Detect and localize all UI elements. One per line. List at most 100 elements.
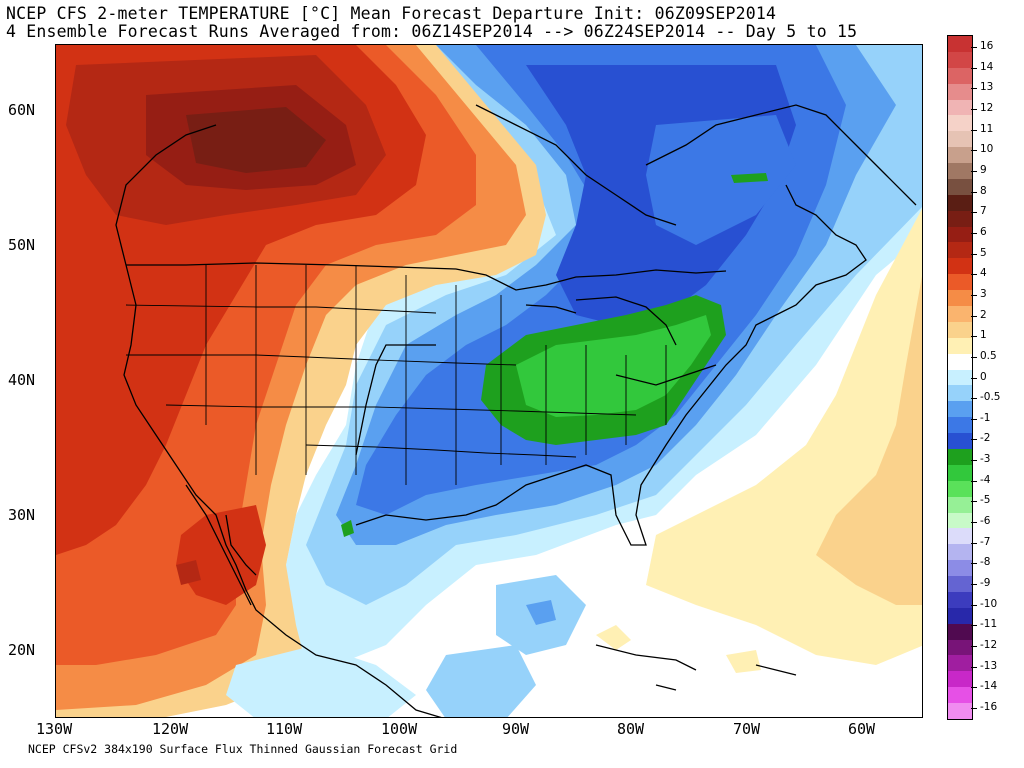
colorbar-label: 16	[980, 40, 994, 52]
lon-label-80w: 80W	[617, 720, 645, 738]
colorbar-tick	[971, 542, 977, 544]
colorbar-label: -3	[980, 453, 991, 466]
colorbar-tick	[971, 501, 977, 503]
lon-label-60w: 60W	[848, 720, 876, 738]
colorbar-label: 4	[980, 267, 987, 280]
lon-label-120w: 120W	[152, 720, 189, 738]
lon-label-70w: 70W	[733, 720, 761, 738]
colorbar-cell	[948, 290, 972, 307]
colorbar-label: 6	[980, 225, 987, 238]
coastlines	[115, 104, 917, 717]
colorbar-cell	[948, 464, 972, 482]
colorbar-tick	[971, 170, 977, 172]
colorbar-tick	[971, 88, 977, 90]
colorbar	[947, 35, 973, 720]
lon-label-90w: 90W	[502, 720, 530, 738]
colorbar-tick	[971, 108, 977, 110]
colorbar-label: 8	[980, 184, 987, 197]
colorbar-tick	[971, 460, 977, 462]
colorbar-tick	[971, 274, 977, 276]
colorbar-label: 3	[980, 287, 987, 300]
colorbar-tick	[971, 67, 977, 69]
colorbar-tick	[971, 191, 977, 193]
colorbar-label: -8	[980, 556, 991, 569]
colorbar-cell	[948, 147, 972, 164]
colorbar-label: -7	[980, 535, 991, 548]
colorbar-tick	[971, 708, 977, 709]
colorbar-cell	[948, 306, 972, 323]
colorbar-label: 12	[980, 101, 994, 114]
colorbar-cell	[948, 67, 972, 85]
colorbar-tick	[971, 253, 977, 255]
colorbar-cell	[948, 163, 972, 180]
colorbar-tick	[971, 604, 977, 606]
colorbar-tick	[971, 584, 977, 586]
lat-label-60n: 60N	[8, 101, 36, 119]
colorbar-cell	[948, 433, 972, 450]
colorbar-cell	[948, 51, 972, 69]
colorbar-cell	[948, 83, 972, 101]
colorbar-label: -0.5	[980, 391, 1001, 404]
colorbar-tick	[971, 294, 977, 296]
lat-label-30n: 30N	[8, 506, 36, 524]
colorbar-label: -10	[980, 597, 998, 610]
colorbar-cell	[948, 671, 972, 688]
colorbar-cell	[948, 480, 972, 498]
colorbar-cell	[948, 369, 972, 386]
colorbar-label: 0	[980, 370, 987, 383]
colorbar-label: 2	[980, 308, 987, 321]
colorbar-label: 1	[980, 329, 987, 342]
temperature-anomaly-map	[56, 45, 922, 717]
colorbar-cell	[948, 639, 972, 656]
colorbar-cell	[948, 687, 972, 704]
colorbar-cell	[948, 353, 972, 371]
colorbar-label: -1	[980, 411, 991, 424]
forecast-map	[55, 44, 923, 718]
chart-title-line1: NCEP CFS 2-meter TEMPERATURE [°C] Mean F…	[6, 4, 777, 23]
colorbar-cell	[948, 226, 972, 243]
chart-title-line2: 4 Ensemble Forecast Runs Averaged from: …	[6, 22, 858, 41]
colorbar-label: 0.5	[980, 349, 997, 362]
colorbar-tick	[971, 398, 977, 400]
colorbar-tick	[971, 377, 977, 379]
colorbar-cell	[948, 115, 972, 132]
colorbar-cell	[948, 401, 972, 418]
colorbar-tick	[971, 563, 977, 565]
colorbar-cell	[948, 528, 972, 545]
colorbar-label: -9	[980, 577, 991, 590]
colorbar-cell	[948, 417, 972, 434]
colorbar-tick	[971, 625, 977, 627]
colorbar-label: -6	[980, 515, 991, 528]
colorbar-tick	[971, 232, 977, 234]
colorbar-label: 14	[980, 60, 994, 73]
colorbar-cell	[948, 385, 972, 402]
colorbar-cell	[948, 544, 972, 561]
colorbar-cell	[948, 448, 972, 466]
colorbar-cell	[948, 274, 972, 291]
colorbar-cell	[948, 131, 972, 148]
colorbar-label: 13	[980, 81, 994, 94]
colorbar-label: 7	[980, 205, 987, 218]
colorbar-cell	[948, 576, 972, 593]
colorbar-label: -14	[980, 680, 998, 693]
colorbar-label: 5	[980, 246, 987, 259]
colorbar-tick	[971, 129, 977, 131]
colorbar-tick	[971, 687, 977, 689]
colorbar-tick	[971, 212, 977, 214]
colorbar-cell	[948, 703, 972, 720]
colorbar-label: 10	[980, 143, 994, 156]
colorbar-tick	[971, 522, 977, 524]
colorbar-tick	[971, 336, 977, 338]
colorbar-cell	[948, 36, 972, 53]
footer-note: NCEP CFSv2 384x190 Surface Flux Thinned …	[28, 742, 458, 756]
lon-label-110w: 110W	[266, 720, 303, 738]
colorbar-tick	[971, 646, 977, 648]
colorbar-tick	[971, 418, 977, 420]
lat-label-40n: 40N	[8, 371, 36, 389]
colorbar-label: -2	[980, 432, 991, 445]
colorbar-cell	[948, 178, 972, 196]
colorbar-tick	[971, 480, 977, 482]
colorbar-label: -5	[980, 494, 991, 507]
colorbar-cell	[948, 496, 972, 513]
colorbar-cell	[948, 99, 972, 116]
